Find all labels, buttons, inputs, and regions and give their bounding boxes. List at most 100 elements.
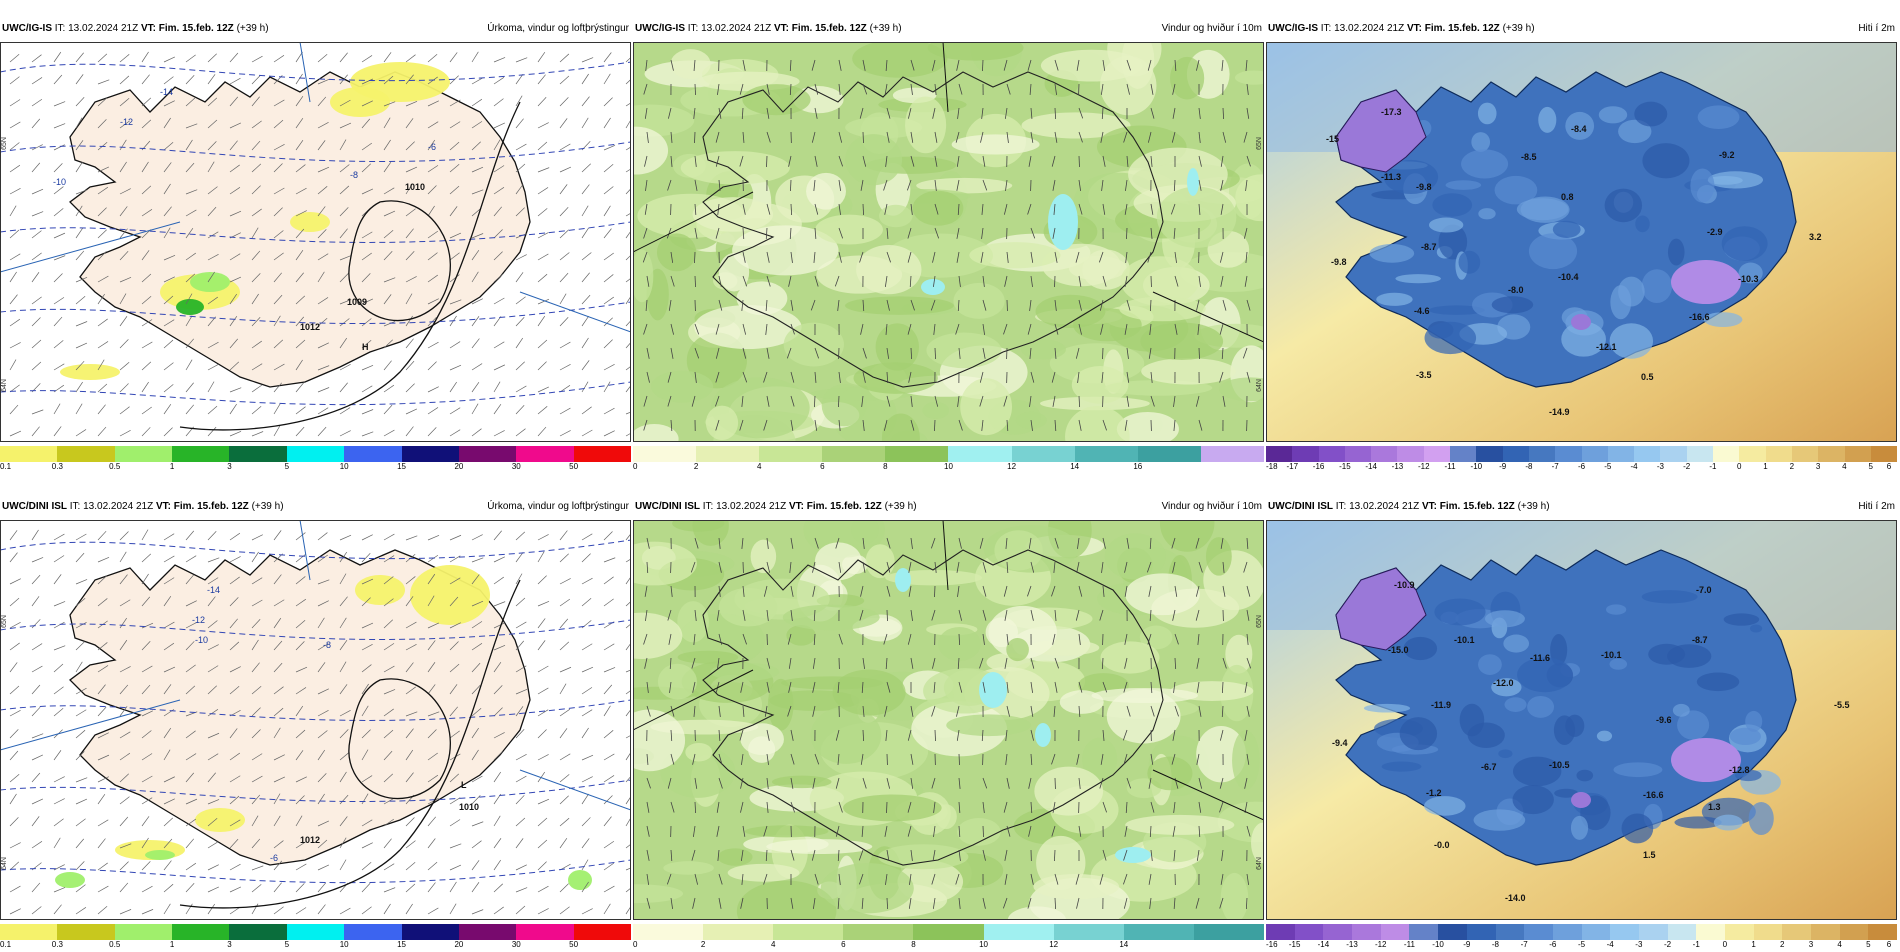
colorbar-swatch [344,924,401,940]
map-svg [1266,520,1897,920]
colorbar-label: -7 [1552,462,1559,471]
map-area: -10.9-15.0-10.1-11.6-10.1-7.0-8.7-12.0-1… [1266,520,1897,920]
map-value-label: -10.3 [1738,274,1759,284]
precip-patch [190,272,230,292]
wind-speed-patch [748,736,775,763]
map-value-label: -12 [120,117,133,127]
colorbar-label: -8 [1525,462,1532,471]
precip-patch [55,872,85,888]
colorbar-swatch [1766,446,1792,462]
temperature-patch [1668,239,1685,266]
colorbar-label: 5 [285,462,289,471]
colorbar-swatch [1371,446,1397,462]
temperature-patch [1750,624,1762,632]
lead-time: (+39 h) [1518,501,1550,512]
colorbar-swatch [984,924,1054,940]
colorbar-label: 0 [1723,940,1727,949]
temperature-patch [1404,637,1438,660]
temperature-patch [1478,103,1497,125]
colorbar-label: 14 [1070,462,1079,471]
colorbar-swatch [0,924,57,940]
colorbar-label: 1 [1751,940,1755,949]
map-value-label: 1009 [347,297,367,307]
map-value-label: H [362,342,369,352]
map-value-label: -6.7 [1481,762,1497,772]
temperature-patch [1648,644,1685,665]
vt-label: VT: [1422,501,1437,512]
colorbar-swatch [57,446,114,462]
wind-arrow [694,252,695,263]
temperature-patch [1485,610,1525,627]
colorbar-swatch [696,446,759,462]
temperature-patch [1698,105,1740,129]
temperature-patch [1492,296,1534,313]
valid-time: Fim. 15.feb. 12Z [807,501,882,512]
map-value-label: -1.2 [1426,788,1442,798]
latitude-label: 65N [1,615,8,628]
colorbar-label: -4 [1631,462,1638,471]
wind-speed-patch [905,97,946,154]
wind-speed-patch [843,794,942,821]
precip-patch [176,299,204,315]
colorbar-label: -13 [1392,462,1404,471]
colorbar-label: 2 [1780,940,1784,949]
colorbar-swatch [1345,446,1371,462]
temperature-patch [1673,704,1690,717]
temperature-patch [1634,102,1667,127]
map-value-label: -9.6 [1656,715,1672,725]
wind-speed-patch [821,863,914,913]
colorbar-label: -10 [1471,462,1483,471]
colorbar-swatches [0,446,631,462]
valid-time: Fim. 15.feb. 12Z [174,501,249,512]
colorbar-label: 0.1 [0,462,11,471]
colorbar-swatch [1381,924,1410,940]
colorbar-swatch [574,924,631,940]
valid-time: Fim. 15.feb. 12Z [1440,501,1515,512]
wind-speed-patch [670,49,710,79]
map-value-label: -11.3 [1381,172,1401,182]
it-label: IT: [688,23,699,34]
model-name: UWC/DINI ISL [2,501,67,512]
temperature-patch [1459,251,1481,274]
colorbar-swatch [1124,924,1194,940]
colorbar-swatch [1845,446,1871,462]
latitude-label: 64N [1,379,8,392]
colorbar-swatches [633,446,1264,462]
colorbar-swatch [1634,446,1660,462]
temperature-patch [1714,815,1743,831]
wind-arrow [1126,228,1127,239]
map-value-label: 1.5 [1643,850,1656,860]
colorbar-swatch [1424,446,1450,462]
wind-speed-patch [922,402,949,419]
colorbar-label: -9 [1499,462,1506,471]
init-time: 13.02.2024 21Z [701,23,771,34]
colorbar-swatch [516,446,573,462]
colorbar-swatch [1524,924,1553,940]
colorbar-swatch [1608,446,1634,462]
map-value-label: -14.0 [1505,893,1526,903]
map-value-label: 1010 [459,802,479,812]
precip-patch [60,364,120,380]
colorbar-label: 16 [1133,462,1142,471]
lead-time: (+39 h) [1503,23,1535,34]
temperature-patch [1471,132,1490,152]
colorbar-label: -18 [1266,462,1278,471]
model-name: UWC/DINI ISL [1268,501,1333,512]
temperature-patch [1424,796,1466,816]
it-label: IT: [55,23,66,34]
temperature-patch [1369,244,1414,263]
colorbar-swatch [1409,924,1438,940]
colorbar-label: 1 [170,940,174,949]
wind-speed-patch [1021,339,1066,359]
wind-speed-patch [1119,297,1206,322]
map-value-label: -8 [350,170,358,180]
latitude-label: 65N [1256,615,1263,628]
colorbar-swatch [1012,446,1075,462]
colorbar-swatch [459,924,516,940]
map-panel-2: UWC/IG-IS IT: 13.02.2024 21Z VT: Fim. 15… [1266,14,1897,474]
colorbar-label: 5 [1866,940,1870,949]
temperature-patch [1498,749,1512,758]
temperature-patch [1599,106,1627,123]
